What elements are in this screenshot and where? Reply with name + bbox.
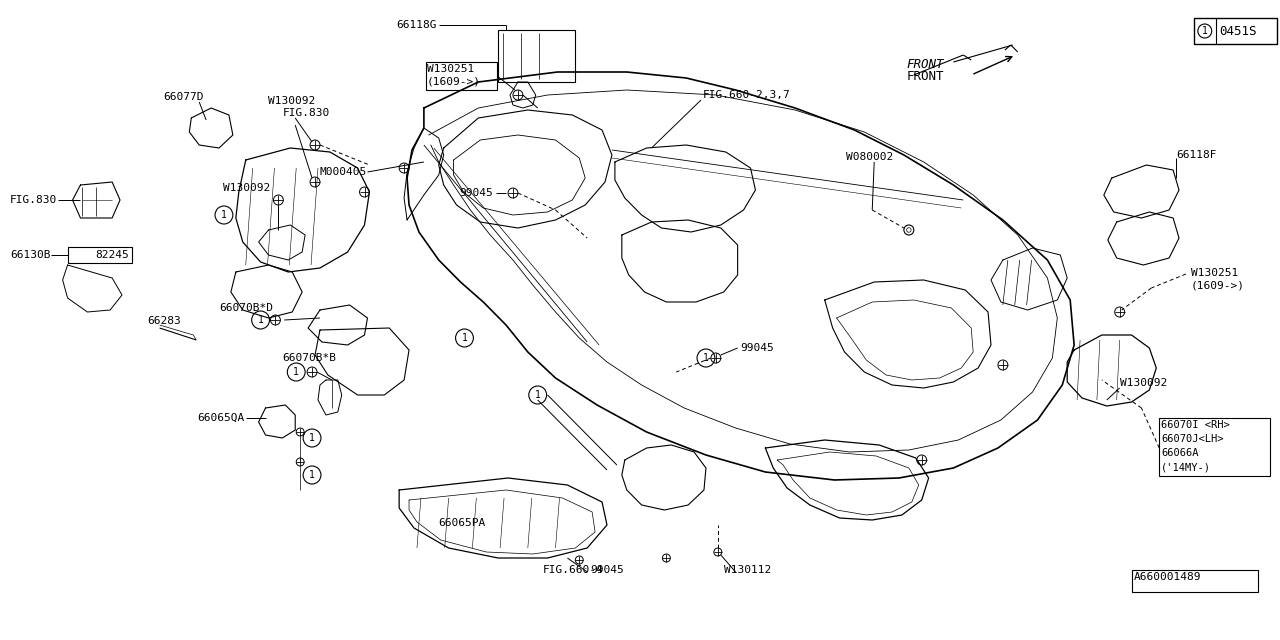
Bar	[1132, 570, 1258, 592]
Bar	[498, 30, 575, 82]
Text: 99045: 99045	[741, 343, 774, 353]
Text: 1: 1	[308, 470, 315, 480]
Text: FIG.660-2,3,7: FIG.660-2,3,7	[703, 90, 791, 100]
Text: 1: 1	[257, 315, 264, 325]
Text: 1: 1	[703, 353, 709, 363]
Text: 66065QA: 66065QA	[197, 413, 244, 423]
Text: FIG.830: FIG.830	[283, 108, 330, 118]
Text: 66066A: 66066A	[1161, 448, 1199, 458]
Text: W130251: W130251	[426, 64, 474, 74]
Text: M000405: M000405	[319, 167, 366, 177]
Text: W130092: W130092	[223, 183, 270, 193]
Text: (1609->): (1609->)	[1190, 280, 1245, 290]
Text: 99045: 99045	[590, 565, 623, 575]
Text: (1609->): (1609->)	[426, 76, 481, 86]
Bar	[1194, 18, 1277, 44]
Text: 82245: 82245	[95, 250, 129, 260]
Text: FRONT: FRONT	[906, 70, 945, 83]
Text: 1: 1	[1202, 26, 1208, 36]
Text: W130092: W130092	[1120, 378, 1167, 388]
Text: FRONT: FRONT	[906, 58, 945, 71]
Text: 66070B*D: 66070B*D	[219, 303, 273, 313]
Text: 66070I <RH>: 66070I <RH>	[1161, 420, 1230, 430]
Text: A660001489: A660001489	[1134, 572, 1201, 582]
Text: FIG.830: FIG.830	[9, 195, 56, 205]
Bar	[68, 247, 132, 263]
Text: 1: 1	[535, 390, 540, 400]
Text: 66070J<LH>: 66070J<LH>	[1161, 434, 1224, 444]
Bar	[1160, 418, 1270, 476]
Text: 1: 1	[221, 210, 227, 220]
Text: ('14MY-): ('14MY-)	[1161, 462, 1211, 472]
Text: 0451S: 0451S	[1220, 24, 1257, 38]
Text: W080002: W080002	[846, 152, 893, 162]
Text: 66118G: 66118G	[397, 20, 436, 30]
Text: FIG.660-4: FIG.660-4	[543, 565, 603, 575]
Text: W130112: W130112	[723, 565, 771, 575]
Text: 66077D: 66077D	[164, 92, 204, 102]
Text: 99045: 99045	[460, 188, 493, 198]
Text: 66118F: 66118F	[1176, 150, 1216, 160]
Text: 1: 1	[462, 333, 467, 343]
Text: 66070B*B: 66070B*B	[283, 353, 337, 363]
Text: W130251: W130251	[1190, 268, 1238, 278]
Text: 1: 1	[293, 367, 300, 377]
Text: 1: 1	[308, 433, 315, 443]
Text: W130092: W130092	[269, 96, 316, 106]
Text: 66283: 66283	[147, 316, 180, 326]
Text: 66130B: 66130B	[10, 250, 51, 260]
Bar	[426, 62, 497, 90]
Text: 66065PA: 66065PA	[439, 518, 486, 528]
